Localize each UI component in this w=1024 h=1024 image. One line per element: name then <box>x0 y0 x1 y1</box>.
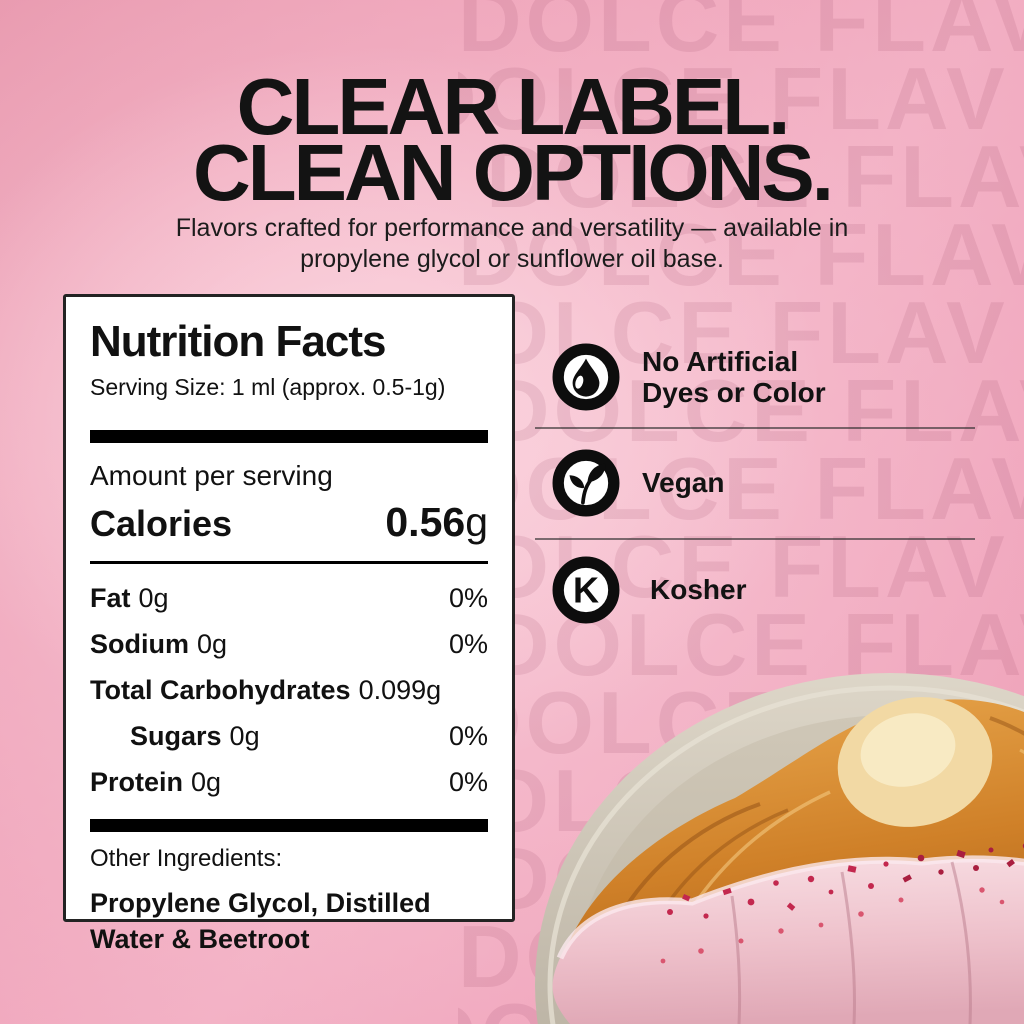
thick-rule <box>90 430 488 444</box>
page-subtitle-line2: propylene glycol or sunflower oil base. <box>300 244 724 273</box>
thin-rule <box>90 561 488 565</box>
nutrient-name: Protein <box>90 767 184 798</box>
nutrition-title: Nutrition Facts <box>90 317 386 366</box>
nutrient-row-carbs: Total Carbohydrates 0.099g <box>90 675 488 706</box>
kosher-k-icon: K <box>552 556 620 624</box>
nutrition-facts-label: Nutrition Facts Serving Size: 1 ml (appr… <box>63 294 515 954</box>
badge-kosher: K Kosher <box>552 556 746 624</box>
ingredients-line1: Propylene Glycol, Distilled <box>90 888 431 919</box>
calories-row: Calories 0.56g <box>90 499 488 546</box>
watermark-text: DOLCE FLAV <box>458 49 1009 148</box>
watermark-text: DOLCE FLAV <box>458 205 1024 304</box>
watermark-text: DOLCE FLAV <box>458 439 1024 538</box>
calories-unit: g <box>465 499 488 546</box>
ingredients-line2: Water & Beetroot <box>90 923 310 954</box>
watermark-text: DOLCE FLAV <box>486 127 1024 226</box>
badge-divider <box>535 427 975 429</box>
watermark-text: DOLCE FLAV <box>458 283 1009 382</box>
nutrient-name: Fat <box>90 583 131 614</box>
nutrient-name: Total Carbohydrates <box>90 675 351 706</box>
badge-vegan: Vegan <box>552 449 724 517</box>
calories-number: 0.56 <box>385 499 466 546</box>
badge-label-line1: Vegan <box>642 467 725 499</box>
thick-rule <box>90 819 488 833</box>
calories-value: 0.56g <box>385 499 488 546</box>
page-subtitle-line1: Flavors crafted for performance and vers… <box>175 214 849 242</box>
nutrient-name: Sugars <box>130 721 222 752</box>
nutrient-dv: 0% <box>448 629 488 660</box>
glaze <box>552 855 1024 1024</box>
calories-label: Calories <box>90 503 233 545</box>
croissant-photo <box>535 673 1024 1024</box>
nutrient-dv: 0% <box>448 721 488 752</box>
nutrient-row-fat: Fat 0g 0% <box>90 583 488 614</box>
nutrient-row-protein: Protein 0g 0% <box>90 767 488 798</box>
raspberry-sprinkles <box>660 843 1024 964</box>
watermark-text: DOLCE FLAV <box>458 517 1009 616</box>
no-artificial-dyes-drop-icon <box>552 343 620 411</box>
badge-label: Kosher <box>650 574 746 605</box>
serving-size: Serving Size: 1 ml (approx. 0.5-1g) <box>90 374 446 401</box>
other-ingredients-label: Other Ingredients: <box>90 845 283 873</box>
nutrient-value: 0g <box>138 583 169 614</box>
nutrient-row-sodium: Sodium 0g 0% <box>90 629 488 660</box>
nutrient-value: 0g <box>229 721 260 752</box>
nutrient-dv: 0% <box>448 583 488 614</box>
kosher-k-letter: K <box>573 569 599 610</box>
nutrient-value: 0.099g <box>358 675 442 706</box>
nutrient-row-sugars: Sugars 0g 0% <box>90 721 488 752</box>
badge-label: Vegan <box>642 467 724 498</box>
nutrient-dv: 0% <box>448 767 488 798</box>
badge-label-line1: No Artificial <box>642 345 799 377</box>
nutrient-value: 0g <box>191 767 222 798</box>
badge-label: No Artificial Dyes or Color <box>642 346 826 409</box>
page-title: CLEAR LABEL. CLEAN OPTIONS. <box>0 62 1024 217</box>
watermark-text: DOLCE FLAV <box>458 0 1024 70</box>
nutrient-value: 0g <box>197 629 228 660</box>
badge-divider <box>535 538 975 540</box>
page-title-line2: CLEAN OPTIONS. <box>192 127 834 217</box>
nutrient-name: Sodium <box>90 629 189 660</box>
vegan-leaf-icon <box>552 449 620 517</box>
ingredients-text: Propylene Glycol, Distilled Water & Beet… <box>90 886 488 956</box>
amount-per-serving: Amount per serving <box>90 460 333 492</box>
badge-no-artificial-dyes: No Artificial Dyes or Color <box>552 343 826 411</box>
page-title-line1: CLEAR LABEL. <box>236 62 791 151</box>
badge-label-line2: Dyes or Color <box>642 377 826 408</box>
badge-label-line1: Kosher <box>650 574 747 606</box>
page-subtitle: Flavors crafted for performance and vers… <box>0 213 1024 274</box>
